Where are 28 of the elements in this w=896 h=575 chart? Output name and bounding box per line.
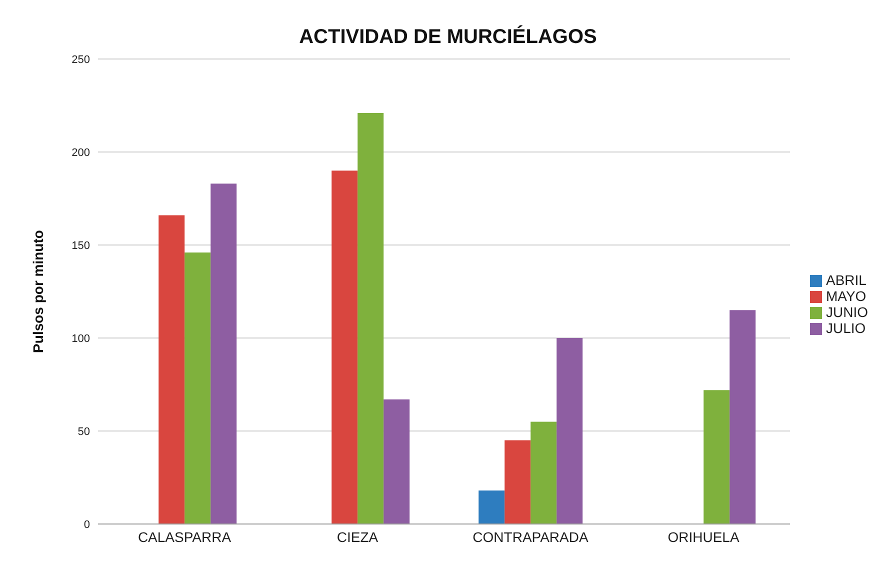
- y-tick-label: 150: [72, 240, 90, 252]
- chart-title: ACTIVIDAD DE MURCIÉLAGOS: [298, 24, 598, 49]
- y-tick-label: 100: [72, 332, 90, 345]
- bar: [556, 338, 583, 524]
- bar: [332, 170, 358, 524]
- bar: [504, 440, 531, 524]
- x-tick-label: CIEZA: [336, 528, 379, 545]
- bar: [704, 390, 730, 524]
- bar: [384, 399, 410, 524]
- y-tick-label: 200: [72, 146, 90, 159]
- x-tick-label: CONTRAPARADA: [472, 528, 589, 545]
- legend-label: ABRIL: [826, 272, 866, 288]
- legend-label: MAYO: [826, 288, 866, 304]
- y-tick-label: 50: [78, 426, 90, 438]
- legend-label: JULIO: [826, 320, 866, 336]
- bar: [158, 215, 185, 524]
- legend-label: JUNIO: [826, 304, 868, 320]
- y-tick-label: 250: [72, 54, 90, 66]
- bar: [478, 490, 505, 524]
- bar: [358, 112, 384, 524]
- y-axis-title: Pulsos por minuto: [30, 230, 46, 353]
- y-tick-label: 0: [84, 518, 90, 531]
- x-tick-label: CALASPARRA: [138, 528, 232, 545]
- bar: [530, 422, 557, 524]
- x-tick-label: ORIHUELA: [668, 528, 740, 545]
- bar: [730, 310, 756, 524]
- bar: [184, 252, 211, 524]
- bar: [210, 184, 237, 524]
